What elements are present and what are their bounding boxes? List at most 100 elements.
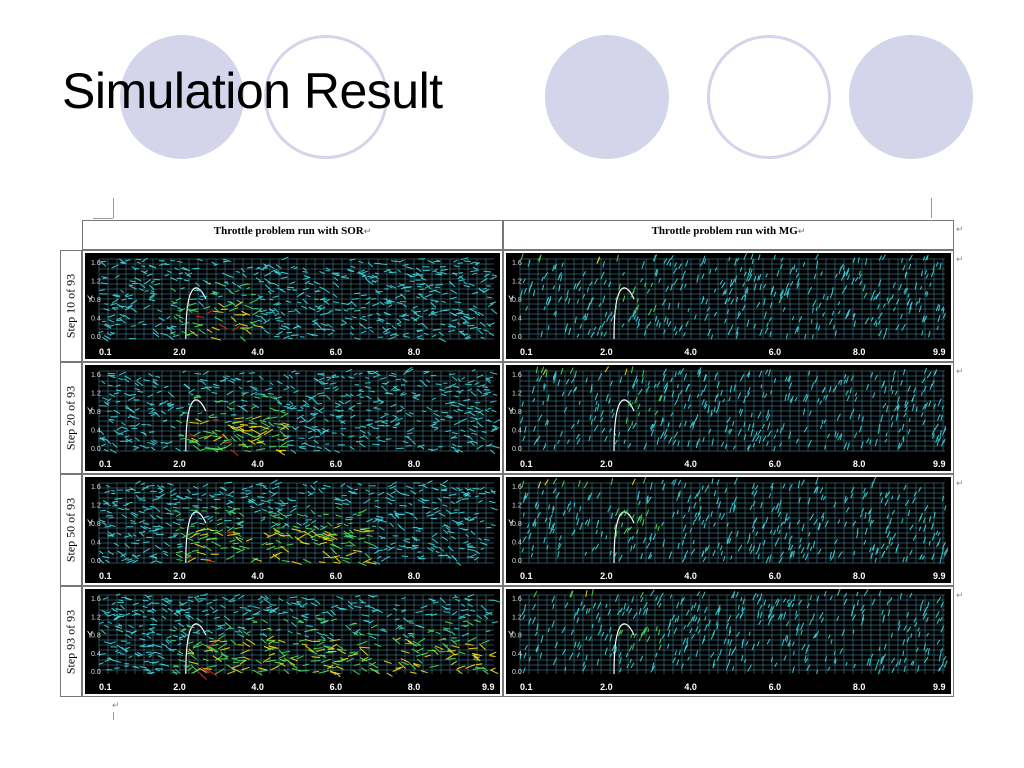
x-tick-label: 0.1 <box>99 459 112 469</box>
y-tick-label: 0.0 <box>512 334 522 341</box>
margin-guide-right <box>931 198 932 218</box>
plot-cell-sor-step-10: Y 1.6 1.2 0.8 0.4 0.0 0.1 2.0 4.0 6.0 8.0 <box>82 250 503 362</box>
row-label-step-10: Step 10 of 93 <box>60 250 82 362</box>
x-tick-label: 6.0 <box>330 459 343 469</box>
plot-cell-mg-step-20: Y 1.6 1.2 0.8 0.4 0.0 0.1 2.0 4.0 6.0 8.0 9.9 <box>503 362 954 474</box>
paragraph-mark: ↵ <box>956 478 964 488</box>
x-tick-label: 2.0 <box>600 571 613 581</box>
y-axis-label: Y <box>508 406 514 416</box>
y-tick-label: 0.8 <box>512 633 522 640</box>
y-tick-label: 1.6 <box>91 260 101 267</box>
flow-field-svg: Y 1.6 1.2 0.8 0.4 0.0 0.1 2.0 4.0 6.0 8.0 9.9 <box>508 253 946 357</box>
plot-cell-sor-step-93: Y 1.6 1.2 0.8 0.4 0.0 0.1 2.0 4.0 6.0 8.0 9.9 <box>82 586 503 697</box>
x-tick-label: 4.0 <box>684 459 697 469</box>
x-tick-label: 6.0 <box>769 571 782 581</box>
flow-field-svg: Y 1.6 1.2 0.8 0.4 0.0 0.1 2.0 4.0 6.0 8.0 <box>87 479 498 581</box>
paragraph-mark: ↵ <box>956 224 964 234</box>
flow-field-svg: Y 1.6 1.2 0.8 0.4 0.0 0.1 2.0 4.0 6.0 8.0 <box>87 256 498 357</box>
margin-guide-left <box>113 198 114 218</box>
x-tick-label: 2.0 <box>600 459 613 469</box>
y-tick-label: 0.8 <box>512 521 522 528</box>
y-tick-label: 0.8 <box>512 409 522 416</box>
flow-field-svg: Y 1.6 1.2 0.8 0.4 0.0 0.1 2.0 4.0 6.0 8.0 9.9 <box>87 593 502 692</box>
x-tick-label: 6.0 <box>769 682 782 692</box>
y-tick-label: 1.2 <box>91 391 101 398</box>
y-tick-label: 1.6 <box>91 484 101 491</box>
decor-circle-1 <box>120 35 244 159</box>
paragraph-mark: ↵ <box>956 590 964 600</box>
plot-cell-mg-step-10: Y 1.6 1.2 0.8 0.4 0.0 0.1 2.0 4.0 6.0 8.0 9.9 <box>503 250 954 362</box>
flow-field-plot: Y 1.6 1.2 0.8 0.4 0.0 0.1 2.0 4.0 6.0 8.0 9.9 <box>506 253 951 359</box>
x-tick-label: 0.1 <box>99 682 112 692</box>
x-tick-label: 4.0 <box>684 571 697 581</box>
x-tick-label: 6.0 <box>330 682 343 692</box>
x-tick-label: 9.9 <box>933 459 946 469</box>
paragraph-mark: ↵ <box>956 366 964 376</box>
x-tick-label: 4.0 <box>251 347 264 357</box>
x-tick-label: 2.0 <box>173 459 186 469</box>
y-tick-label: 0.4 <box>91 540 101 547</box>
plot-cell-mg-step-93: Y 1.6 1.2 0.8 0.4 0.0 0.1 2.0 4.0 6.0 8.0 9.9 <box>503 586 954 697</box>
x-tick-label: 0.1 <box>520 571 533 581</box>
slide-title: Simulation Result <box>62 63 443 119</box>
x-tick-label: 8.0 <box>408 682 421 692</box>
y-tick-label: 0.4 <box>512 428 522 435</box>
y-tick-label: 0.4 <box>91 428 101 435</box>
y-axis-label: Y <box>508 630 514 640</box>
y-tick-label: 0.4 <box>512 540 522 547</box>
x-tick-label: 6.0 <box>769 347 782 357</box>
flow-field-plot: Y 1.6 1.2 0.8 0.4 0.0 0.1 2.0 4.0 6.0 8.0 <box>85 477 500 583</box>
y-tick-label: 0.4 <box>512 316 522 323</box>
x-tick-label: 9.9 <box>933 682 946 692</box>
row-label-step-50: Step 50 of 93 <box>60 474 82 586</box>
flow-field-plot: Y 1.6 1.2 0.8 0.4 0.0 0.1 2.0 4.0 6.0 8.0 9.9 <box>506 477 951 583</box>
plot-cell-sor-step-50: Y 1.6 1.2 0.8 0.4 0.0 0.1 2.0 4.0 6.0 8.0 <box>82 474 503 586</box>
y-axis-label: Y <box>87 518 93 528</box>
paragraph-mark: ↵ <box>956 254 964 264</box>
x-tick-label: 2.0 <box>600 347 613 357</box>
x-tick-label: 6.0 <box>330 347 343 357</box>
y-tick-label: 0.8 <box>91 633 101 640</box>
y-tick-label: 0.8 <box>91 409 101 416</box>
y-tick-label: 0.0 <box>91 334 101 341</box>
y-axis-label: Y <box>508 518 514 528</box>
column-header-sor: Throttle problem run with SOR↵ <box>82 220 503 250</box>
x-tick-label: 2.0 <box>173 347 186 357</box>
y-tick-label: 1.2 <box>91 614 101 621</box>
y-tick-label: 1.6 <box>91 372 101 379</box>
y-tick-label: 1.6 <box>512 372 522 379</box>
flow-field-svg: Y 1.6 1.2 0.8 0.4 0.0 0.1 2.0 4.0 6.0 8.0 9.9 <box>508 477 949 581</box>
row-label-step-20: Step 20 of 93 <box>60 362 82 474</box>
x-tick-label: 0.1 <box>520 682 533 692</box>
y-tick-label: 1.2 <box>512 391 522 398</box>
x-tick-label: 8.0 <box>408 571 421 581</box>
row-label-step-93: Step 93 of 93 <box>60 586 82 697</box>
y-tick-label: 0.0 <box>91 669 101 676</box>
paragraph-mark: ↵ <box>112 700 120 710</box>
x-tick-label: 4.0 <box>251 682 264 692</box>
x-tick-label: 0.1 <box>520 347 533 357</box>
y-tick-label: 0.8 <box>512 297 522 304</box>
y-tick-label: 1.6 <box>91 596 101 603</box>
x-tick-label: 4.0 <box>684 347 697 357</box>
x-tick-label: 8.0 <box>853 459 866 469</box>
y-tick-label: 0.0 <box>512 558 522 565</box>
y-tick-label: 1.2 <box>91 503 101 510</box>
y-tick-label: 1.2 <box>91 279 101 286</box>
x-tick-label: 9.9 <box>933 571 946 581</box>
flow-field-plot: Y 1.6 1.2 0.8 0.4 0.0 0.1 2.0 4.0 6.0 8.0 9.9 <box>85 589 502 694</box>
y-tick-label: 0.0 <box>91 446 101 453</box>
flow-field-plot: Y 1.6 1.2 0.8 0.4 0.0 0.1 2.0 4.0 6.0 8.0 <box>85 253 500 359</box>
x-tick-label: 0.1 <box>99 347 112 357</box>
flow-field-svg: Y 1.6 1.2 0.8 0.4 0.0 0.1 2.0 4.0 6.0 8.0 9.9 <box>508 589 948 692</box>
y-tick-label: 1.2 <box>512 614 522 621</box>
x-tick-label: 8.0 <box>853 682 866 692</box>
y-axis-label: Y <box>508 294 514 304</box>
x-tick-label: 6.0 <box>330 571 343 581</box>
x-tick-label: 0.1 <box>99 571 112 581</box>
y-tick-label: 0.4 <box>512 651 522 658</box>
x-tick-label: 6.0 <box>769 459 782 469</box>
y-tick-label: 0.0 <box>512 669 522 676</box>
flow-field-plot: Y 1.6 1.2 0.8 0.4 0.0 0.1 2.0 4.0 6.0 8.0 9.9 <box>506 365 951 471</box>
x-tick-label: 9.9 <box>482 682 495 692</box>
